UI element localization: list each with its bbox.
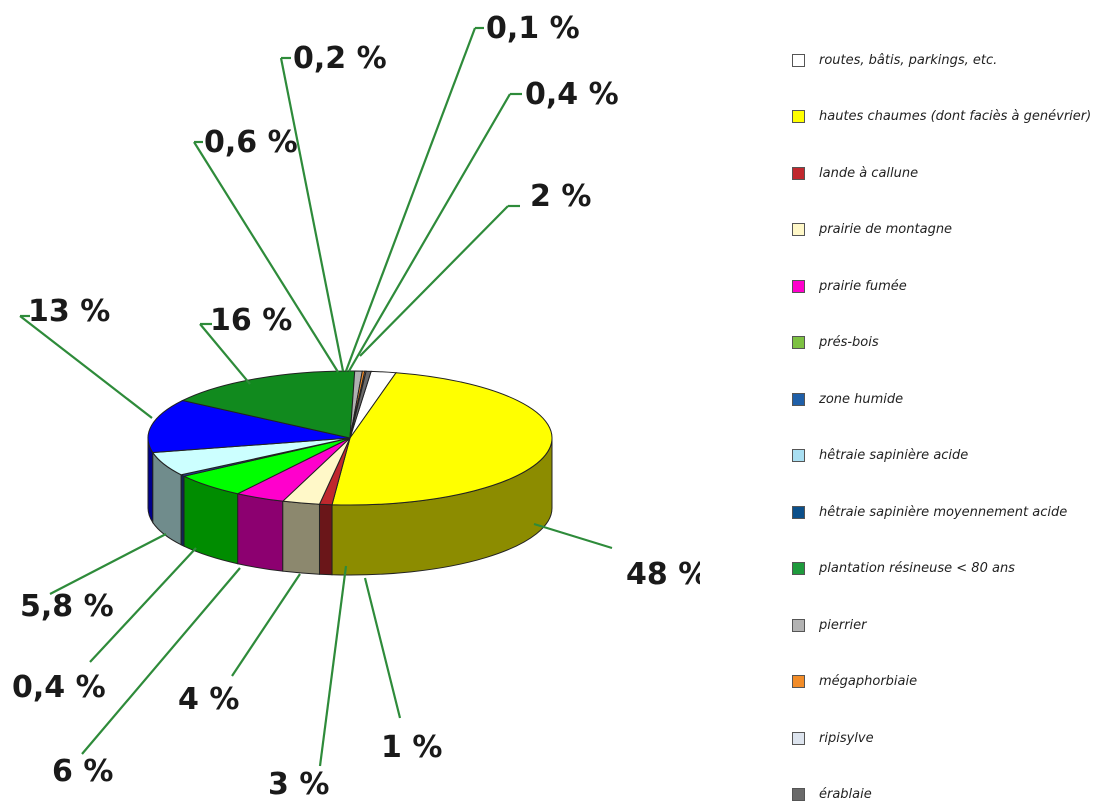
legend-swatch — [792, 675, 805, 688]
leader-line-7 — [49, 533, 167, 595]
leader-line-5 — [81, 567, 241, 755]
legend-item: plantation résineuse < 80 ans — [792, 557, 1015, 581]
legend-label: érablaie — [819, 787, 872, 802]
legend-item: ripisylve — [792, 726, 874, 750]
leader-line-10 — [193, 141, 339, 373]
legend-swatch — [792, 336, 805, 349]
data-label-11: 0,2 % — [293, 41, 387, 76]
legend-label: prairie fumée — [819, 278, 907, 294]
legend-item: prairie de montagne — [792, 218, 952, 242]
legend-label: plantation résineuse < 80 ans — [819, 561, 1015, 576]
legend-swatch — [792, 731, 805, 745]
percentage-labels: 2 % 48 % 1 % 3 % 4 % 6 % 0,4 % 5,8 % 13 % 16 % 0,6… — [12, 11, 700, 798]
legend-item: lande à callune — [792, 161, 918, 185]
legend-label: hêtraie sapinière acide — [819, 448, 969, 463]
legend-swatch — [792, 505, 805, 519]
slice-side-4 — [237, 493, 284, 572]
slice-1 — [331, 372, 553, 506]
legend-swatch — [792, 279, 805, 293]
legend-item: érablaie — [792, 783, 872, 807]
legend-item: prairie fumée — [792, 274, 907, 298]
leader-line-9 — [199, 323, 251, 385]
leader-line-3 — [318, 565, 348, 767]
data-label-4: 4 % — [178, 682, 239, 717]
legend-swatch — [792, 166, 805, 180]
data-label-12: 0,1 % — [486, 11, 580, 46]
data-label-8: 13 % — [28, 294, 110, 329]
data-label-2: 1 % — [381, 730, 442, 765]
pie-chart: 2 % 48 % 1 % 3 % 4 % 6 % 0,4 % 5,8 % 13 % 16 % 0,6… — [12, 11, 700, 798]
data-label-1: 48 % — [626, 557, 700, 592]
legend-item: hautes chaumes (dont faciès à genévrier) — [792, 105, 1091, 129]
slice-13 — [349, 370, 372, 439]
legend-swatch — [792, 392, 805, 406]
leader-line-8 — [19, 315, 153, 419]
data-label-7: 5,8 % — [20, 589, 114, 624]
slice-9 — [181, 370, 356, 439]
data-label-13: 0,4 % — [525, 77, 619, 112]
data-label-3: 3 % — [268, 767, 329, 798]
leader-lines — [19, 26, 613, 767]
legend-swatch — [792, 788, 805, 801]
legend-item: pierrier — [792, 613, 867, 637]
legend-item: hêtraie sapinière acide — [792, 444, 968, 468]
legend-swatch — [792, 618, 805, 632]
leader-line-0 — [359, 205, 509, 357]
legend-label: lande à callune — [819, 165, 919, 181]
leader-line-13 — [348, 93, 511, 372]
legend-label: hêtraie sapinière moyennement acide — [819, 504, 1068, 520]
legend-label: pierrier — [819, 617, 867, 633]
legend-item: zone humide — [792, 387, 903, 411]
legend-label: routes, bâtis, parkings, etc. — [819, 52, 998, 68]
slice-8 — [147, 399, 351, 454]
slice-side-2 — [318, 503, 333, 576]
pie-top-face — [147, 370, 553, 506]
legend-swatch — [792, 449, 805, 462]
data-label-0: 2 % — [530, 179, 591, 214]
legend-label: prés-bois — [819, 335, 879, 350]
legend-label: ripisylve — [819, 730, 874, 746]
legend-item: prés-bois — [792, 331, 879, 355]
legend-item: hêtraie sapinière moyennement acide — [792, 500, 1067, 524]
legend-swatch — [792, 223, 805, 236]
pie-3d-sides — [147, 437, 553, 576]
legend-label: hautes chaumes (dont faciès à genévrier) — [819, 109, 1092, 124]
slice-side-3 — [282, 500, 320, 575]
data-label-10: 0,6 % — [204, 125, 298, 160]
leader-line-6 — [89, 547, 197, 663]
data-label-6: 0,4 % — [12, 670, 106, 705]
legend-swatch — [792, 110, 805, 123]
legend-swatch — [792, 562, 805, 575]
legend-item: mégaphorbiaie — [792, 670, 917, 694]
legend-label: mégaphorbiaie — [819, 674, 918, 689]
leader-line-1 — [533, 522, 613, 550]
leader-line-11 — [279, 57, 345, 372]
legend-item: routes, bâtis, parkings, etc. — [792, 48, 997, 72]
legend-swatch — [792, 53, 805, 67]
legend-label: prairie de montagne — [819, 222, 953, 237]
leader-line-2 — [363, 577, 402, 719]
legend-label: zone humide — [819, 391, 904, 407]
data-label-5: 6 % — [52, 754, 113, 789]
leader-line-12 — [344, 27, 477, 372]
leader-line-4 — [231, 573, 301, 677]
data-label-9: 16 % — [210, 303, 292, 338]
